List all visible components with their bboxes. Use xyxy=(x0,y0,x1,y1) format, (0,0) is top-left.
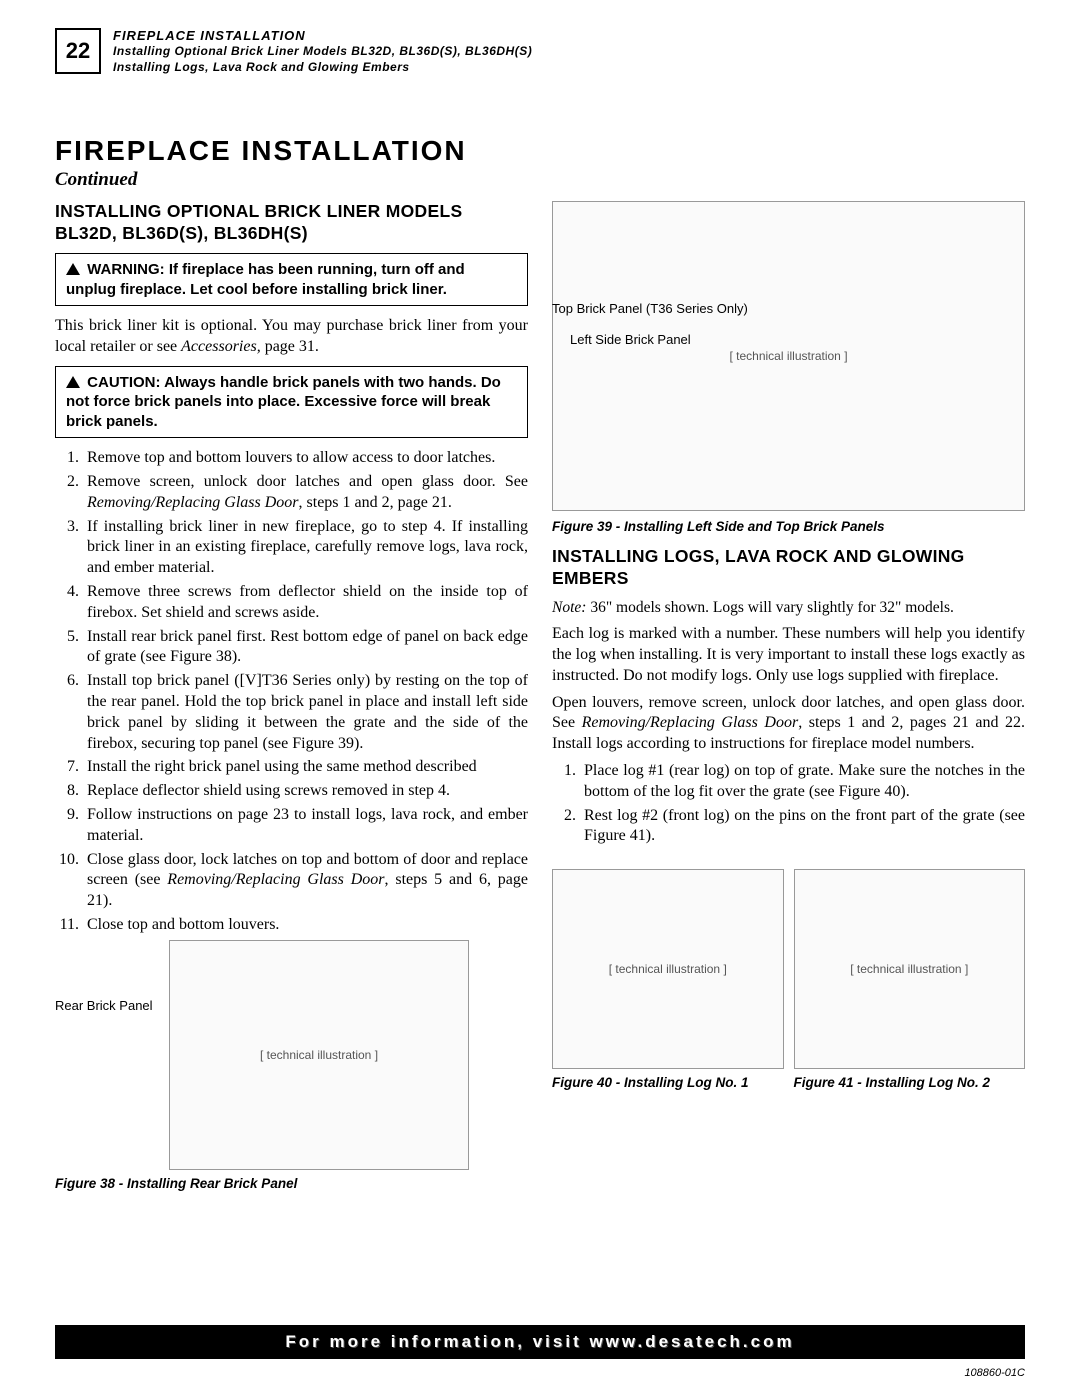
left-column: INSTALLING OPTIONAL BRICK LINER MODELS B… xyxy=(55,201,528,1190)
figure-40-illustration: [ technical illustration ] xyxy=(552,869,784,1069)
logs-steps: Place log #1 (rear log) on top of grate.… xyxy=(552,761,1025,847)
footer-bar: For more information, visit www.desatech… xyxy=(55,1325,1025,1359)
continued-label: Continued xyxy=(55,169,1025,191)
step-item: Replace deflector shield using screws re… xyxy=(83,781,528,802)
step-item: Install rear brick panel first. Rest bot… xyxy=(83,627,528,669)
figure-40-41-captions: Figure 40 - Installing Log No. 1 Figure … xyxy=(552,1069,1025,1090)
figure-41-caption: Figure 41 - Installing Log No. 2 xyxy=(794,1075,1026,1090)
figure-41-illustration: [ technical illustration ] xyxy=(794,869,1026,1069)
caution-text: CAUTION: Always handle brick panels with… xyxy=(66,374,501,430)
step-item: Remove three screws from deflector shiel… xyxy=(83,582,528,624)
header-title: FIREPLACE INSTALLATION xyxy=(113,28,532,43)
step-item: Close glass door, lock latches on top an… xyxy=(83,850,528,912)
figure-39-caption: Figure 39 - Installing Left Side and Top… xyxy=(552,519,1025,534)
fig39-callout-left: Left Side Brick Panel xyxy=(552,332,748,349)
page-number: 22 xyxy=(66,38,90,64)
step-item: Rest log #2 (front log) on the pins on t… xyxy=(580,806,1025,848)
page-number-box: 22 xyxy=(55,28,101,74)
logs-paragraph-1: Each log is marked with a number. These … xyxy=(552,624,1025,686)
logs-heading: INSTALLING LOGS, LAVA ROCK AND GLOWING E… xyxy=(552,546,1025,590)
step-item: Install the right brick panel using the … xyxy=(83,757,528,778)
fig38-callout-label: Rear Brick Panel xyxy=(55,998,163,1013)
warning-icon xyxy=(66,263,80,275)
step-item: Remove screen, unlock door latches and o… xyxy=(83,472,528,514)
header-text-block: FIREPLACE INSTALLATION Installing Option… xyxy=(113,28,532,75)
header-subtitle-1: Installing Optional Brick Liner Models B… xyxy=(113,43,532,59)
brick-liner-steps: Remove top and bottom louvers to allow a… xyxy=(55,448,528,936)
right-column: [ technical illustration ] Top Brick Pan… xyxy=(552,201,1025,1190)
page-header: 22 FIREPLACE INSTALLATION Installing Opt… xyxy=(55,28,1025,75)
caution-box: CAUTION: Always handle brick panels with… xyxy=(55,366,528,439)
step-item: Remove top and bottom louvers to allow a… xyxy=(83,448,528,469)
main-title: FIREPLACE INSTALLATION xyxy=(55,135,1025,167)
step-item: If installing brick liner in new firepla… xyxy=(83,517,528,579)
figure-38-illustration: [ technical illustration ] xyxy=(169,940,469,1170)
header-subtitle-2: Installing Logs, Lava Rock and Glowing E… xyxy=(113,59,532,75)
brick-liner-heading: INSTALLING OPTIONAL BRICK LINER MODELS B… xyxy=(55,201,528,245)
warning-text: WARNING: If fireplace has been running, … xyxy=(66,261,465,298)
figure-38-caption: Figure 38 - Installing Rear Brick Panel xyxy=(55,1176,528,1191)
figure-40-caption: Figure 40 - Installing Log No. 1 xyxy=(552,1075,784,1090)
figure-39-callouts: Top Brick Panel (T36 Series Only) Left S… xyxy=(552,301,748,349)
warning-box: WARNING: If fireplace has been running, … xyxy=(55,253,528,306)
figure-40-41-row: [ technical illustration ] [ technical i… xyxy=(552,869,1025,1069)
step-item: Follow instructions on page 23 to instal… xyxy=(83,805,528,847)
intro-paragraph: This brick liner kit is optional. You ma… xyxy=(55,316,528,358)
step-item: Install top brick panel ([V]T36 Series o… xyxy=(83,671,528,754)
logs-note: Note: 36" models shown. Logs will vary s… xyxy=(552,598,1025,618)
document-id: 108860-01C xyxy=(964,1367,1025,1379)
figure-39-area: [ technical illustration ] Top Brick Pan… xyxy=(552,201,1025,511)
step-item: Place log #1 (rear log) on top of grate.… xyxy=(580,761,1025,803)
logs-paragraph-2: Open louvers, remove screen, unlock door… xyxy=(552,693,1025,755)
figure-38-area: Rear Brick Panel [ technical illustratio… xyxy=(55,940,528,1170)
figure-39-illustration: [ technical illustration ] xyxy=(552,201,1025,511)
fig39-callout-top: Top Brick Panel (T36 Series Only) xyxy=(552,301,748,318)
step-item: Close top and bottom louvers. xyxy=(83,915,528,936)
content-columns: INSTALLING OPTIONAL BRICK LINER MODELS B… xyxy=(55,201,1025,1190)
caution-icon xyxy=(66,376,80,388)
